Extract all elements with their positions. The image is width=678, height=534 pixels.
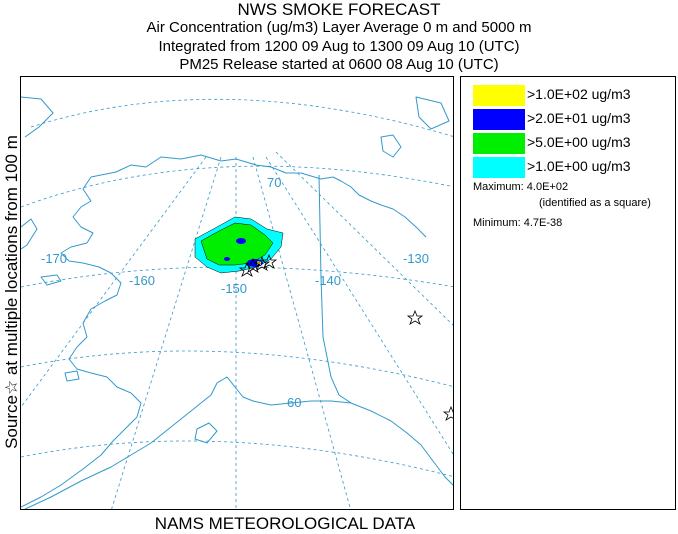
- lon-label-150: -150: [221, 281, 247, 296]
- map-canvas: 70 60 -170 -160 -150 -140 -130: [21, 96, 453, 509]
- minimum-value: Minimum: 4.7E-38: [473, 217, 563, 229]
- smoke-map: 70 60 -170 -160 -150 -140 -130: [20, 76, 454, 510]
- source-star-3: [260, 253, 278, 269]
- lat-line-70: [21, 165, 453, 208]
- smoke-plume: [194, 216, 284, 274]
- chukotka: [21, 96, 54, 138]
- cook-inlet: [200, 376, 254, 404]
- lon-line-140: [252, 156, 351, 509]
- source-star-2: [253, 255, 271, 271]
- legend-item-3: >5.0E+00 ug/m3: [473, 133, 673, 154]
- latitude-lines: [21, 98, 453, 477]
- lat-line-75: [30, 98, 453, 137]
- legend-swatch-3: [473, 133, 525, 154]
- lon-line-120: [275, 151, 453, 326]
- legend-item-4: >1.0E+00 ug/m3: [473, 157, 673, 178]
- chukotka-2: [21, 218, 38, 250]
- beaufort-coast: [332, 176, 427, 238]
- legend-swatch-1: [473, 85, 525, 106]
- lon-line-130: [265, 156, 453, 455]
- source-star-4: [238, 261, 256, 277]
- legend-swatch-2: [473, 109, 525, 130]
- lon-label-140: -140: [315, 273, 341, 288]
- forecast-subtitle-release: PM25 Release started at 0600 08 Aug 10 (…: [179, 56, 499, 73]
- lon-line-160: [111, 156, 222, 509]
- seward-peninsula: [60, 242, 112, 274]
- lat-line-60: [21, 350, 453, 387]
- bristol-bay: [21, 392, 142, 508]
- legend-panel: >1.0E+02 ug/m3 >2.0E+01 ug/m3 >5.0E+00 u…: [460, 76, 676, 510]
- canada-alaska-border: [318, 174, 352, 404]
- forecast-title: NWS SMOKE FORECAST: [237, 0, 441, 19]
- plume-band-3a: [236, 238, 246, 244]
- source-markers: [238, 253, 453, 421]
- west-coast-upper: [72, 176, 94, 244]
- lon-label-130: -130: [403, 251, 429, 266]
- lat-label-60: 60: [287, 395, 301, 410]
- coastlines: [21, 96, 453, 509]
- legend-label-2: >2.0E+01 ug/m3: [527, 110, 631, 126]
- maximum-value: Maximum: 4.0E+02: [473, 181, 569, 193]
- alaska-peninsula-south: [24, 402, 202, 509]
- legend-label-4: >1.0E+00 ug/m3: [527, 158, 631, 174]
- lat-line-65: [21, 266, 453, 288]
- lon-line-170: [21, 156, 207, 408]
- maximum-note: (identified as a square): [539, 197, 651, 209]
- meteorological-data-label: NAMS METEOROLOGICAL DATA: [154, 514, 416, 533]
- yk-delta: [68, 346, 132, 394]
- canadian-islands: [380, 134, 402, 158]
- legend-label-1: >1.0E+02 ug/m3: [527, 86, 631, 102]
- gulf-coast: [252, 400, 453, 486]
- kodiak-island: [194, 422, 218, 444]
- lon-label-170: -170: [41, 251, 67, 266]
- longitude-lines: [21, 151, 453, 509]
- lat-label-70: 70: [267, 175, 281, 190]
- st-lawrence-island: [40, 274, 62, 286]
- nunivak-island: [64, 370, 80, 382]
- plume-band-4: [257, 261, 261, 265]
- north-slope-coast: [90, 154, 334, 180]
- source-star-6: [442, 405, 453, 421]
- plume-band-3c: [224, 257, 230, 261]
- lon-label-160: -160: [129, 273, 155, 288]
- canadian-islands-2: [415, 96, 450, 130]
- legend-item-2: >2.0E+01 ug/m3: [473, 109, 673, 130]
- norton-sound: [76, 272, 122, 348]
- graticule-labels: 70 60 -170 -160 -150 -140 -130: [41, 175, 429, 410]
- lat-line-55: [21, 440, 453, 477]
- source-star-5: [406, 309, 424, 325]
- forecast-subtitle-integration: Integrated from 1200 09 Aug to 1300 09 A…: [158, 38, 520, 55]
- legend-swatch-4: [473, 157, 525, 178]
- legend-label-3: >5.0E+00 ug/m3: [527, 134, 631, 150]
- legend-item-1: >1.0E+02 ug/m3: [473, 85, 673, 106]
- forecast-subtitle-concentration: Air Concentration (ug/m3) Layer Average …: [146, 19, 532, 36]
- plume-band-2: [200, 222, 274, 266]
